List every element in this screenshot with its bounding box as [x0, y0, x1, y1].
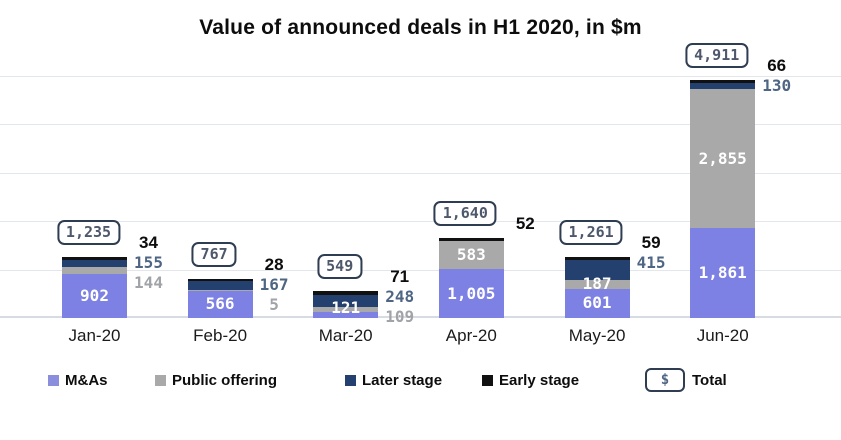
bar-segment-public: [690, 89, 756, 228]
bar-segment-early: [313, 291, 379, 295]
x-axis-label: Jan-20: [68, 326, 121, 345]
outside-value-label-later: 155: [134, 253, 163, 273]
bar-segment-mas: [187, 290, 253, 318]
legend-label: Total: [692, 371, 727, 389]
total-badge: 549: [317, 254, 363, 280]
legend-item-later: Later stage: [345, 368, 442, 392]
legend-swatch-early: [482, 374, 493, 386]
legend-label: Early stage: [499, 371, 580, 389]
total-badge: 4,911: [685, 42, 749, 68]
bar-segment-public: [313, 306, 379, 313]
x-axis-label: Jun-20: [696, 326, 749, 345]
legend-item-total: $ Total: [645, 368, 727, 392]
bar-segment-public: [62, 267, 127, 275]
legend-label: M&As: [65, 371, 108, 389]
legend-item-public: Public offering: [155, 368, 277, 392]
total-badge: 1,235: [56, 220, 121, 246]
bar-segment-later: [313, 294, 379, 307]
legend-item-early: Early stage: [482, 368, 579, 392]
outside-value-label-later: 130: [762, 75, 792, 95]
gridline: [0, 269, 841, 271]
total-badge: 767: [191, 241, 237, 267]
gridline: [0, 124, 841, 125]
outside-value-label-public: 144: [134, 273, 163, 293]
outside-value-labels: 66 130: [749, 56, 805, 96]
outside-value-label-public: 5: [269, 294, 279, 314]
x-axis-label: Feb-20: [193, 326, 248, 345]
bar-segment-early: [564, 256, 630, 260]
legend-item-mas: M&As: [48, 368, 108, 392]
outside-value-label-early: 59: [641, 232, 661, 252]
total-badge: 1,640: [433, 201, 497, 227]
chart-legend: M&As Public offering Later stage Early stag…: [0, 368, 841, 396]
bar-segment-public: [564, 279, 630, 289]
bar-segment-public: [438, 241, 504, 270]
legend-label: Public offering: [172, 371, 277, 389]
bar-segment-mas: [690, 227, 756, 318]
outside-value-label-public: 109: [385, 307, 415, 327]
gridline: [0, 172, 841, 174]
gridline: [0, 75, 841, 77]
outside-value-label-later: 415: [636, 252, 666, 272]
total-legend-icon: $: [645, 368, 685, 392]
total-badge: 1,261: [559, 219, 623, 245]
x-axis-label: Apr-20: [445, 326, 497, 345]
bar-segment-early: [187, 278, 253, 282]
outside-value-labels: 71 248 109: [372, 267, 428, 327]
bar-segment-public: [187, 289, 253, 291]
bar-segment-mas: [564, 288, 630, 318]
bar-segment-later: [690, 82, 756, 90]
chart-plot-area: 902 1,235 34 155 144 566 767 28 167 5 121 549 71 248 1…: [0, 42, 841, 326]
outside-value-label-early: 34: [139, 233, 158, 253]
x-axis-baseline: [0, 316, 841, 318]
bar-segment-mas: [313, 312, 379, 318]
outside-value-labels: 28 167 5: [246, 255, 302, 315]
outside-value-label-later: 248: [385, 287, 415, 307]
bar-segment-mas: [438, 269, 504, 318]
bar-segment-later: [187, 281, 253, 290]
x-axis-label: May-20: [568, 326, 626, 345]
bar-segment-early: [62, 257, 127, 260]
outside-value-labels: 34 155 144: [121, 233, 177, 293]
bar-segment-later: [564, 259, 630, 280]
bar-segment-mas: [62, 274, 127, 318]
bar-segment-early: [438, 238, 504, 241]
legend-label: Later stage: [362, 371, 443, 389]
gridline: [0, 221, 841, 222]
chart-title: Value of announced deals in H1 2020, in …: [199, 16, 642, 39]
legend-swatch-mas: [48, 374, 59, 386]
bar-segment-early: [690, 79, 756, 83]
legend-swatch-later: [345, 374, 356, 386]
outside-value-label-early: 28: [264, 254, 284, 274]
legend-swatch-public: [155, 374, 166, 386]
outside-value-label-later: 167: [259, 274, 289, 294]
outside-value-label-early: 52: [515, 214, 535, 234]
outside-value-labels: 59 415: [623, 233, 679, 273]
outside-value-label-early: 66: [767, 55, 787, 75]
outside-value-labels: 52: [497, 214, 553, 234]
bar-segment-later: [62, 259, 127, 268]
outside-value-label-early: 71: [390, 267, 410, 287]
x-axis-label: Mar-20: [318, 326, 373, 345]
